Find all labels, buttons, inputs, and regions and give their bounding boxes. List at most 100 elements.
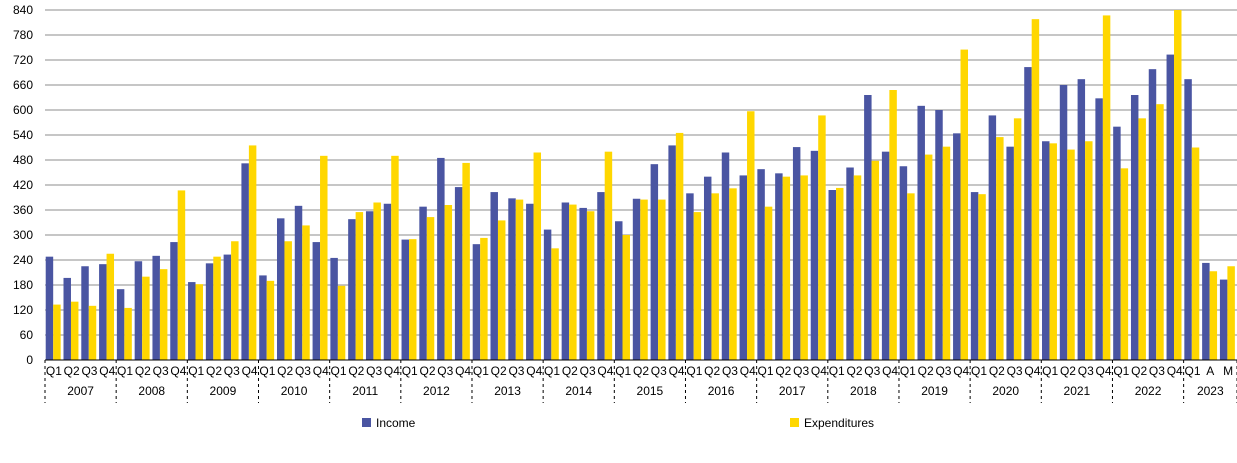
x-group-label: 2015 (637, 384, 664, 398)
bar-income-40 (757, 169, 765, 360)
x-group-label: 2018 (850, 384, 877, 398)
bar-expenditures-51 (960, 49, 968, 360)
x-category-label: Q2 (562, 364, 578, 378)
bar-expenditures-52 (978, 194, 986, 360)
x-category-label: Q2 (206, 364, 222, 378)
bar-income-44 (828, 190, 836, 360)
x-category-label: Q3 (437, 364, 453, 378)
bar-income-24 (472, 244, 481, 360)
bar-expenditures-20 (409, 239, 417, 360)
bar-expenditures-49 (924, 154, 933, 360)
bar-expenditures-10 (231, 241, 239, 360)
bar-income-50 (935, 110, 943, 360)
bar-income-27 (526, 203, 534, 360)
bar-income-43 (810, 150, 819, 360)
x-group-label: 2008 (138, 384, 165, 398)
bar-income-52 (970, 192, 979, 360)
bar-expenditures-27 (533, 152, 542, 360)
x-group-label: 2021 (1064, 384, 1091, 398)
bar-expenditures-63 (1174, 10, 1182, 360)
x-category-label: Q3 (81, 364, 97, 378)
bar-expenditures-8 (195, 284, 203, 360)
x-category-label: Q3 (935, 364, 951, 378)
bar-expenditures-32 (622, 235, 630, 360)
bar-income-6 (152, 255, 160, 360)
x-category-label: Q2 (419, 364, 435, 378)
x-group-label: 2014 (565, 384, 592, 398)
bar-expenditures-44 (835, 187, 844, 360)
bar-income-36 (686, 193, 694, 360)
x-category-label: Q2 (846, 364, 862, 378)
x-category-label: Q1 (46, 364, 62, 378)
bar-income-55 (1024, 67, 1032, 360)
bar-income-61 (1130, 95, 1139, 360)
bar-expenditures-0 (53, 304, 61, 360)
bar-expenditures-42 (800, 175, 808, 360)
bar-expenditures-43 (818, 115, 826, 361)
x-category-label: Q4 (384, 364, 400, 378)
bar-expenditures-65 (1209, 271, 1218, 360)
bar-income-30 (579, 207, 587, 360)
bar-income-12 (259, 275, 267, 360)
bar-expenditures-17 (355, 212, 364, 360)
bar-income-33 (632, 198, 641, 360)
bar-income-45 (846, 167, 854, 360)
x-category-label: Q1 (117, 364, 133, 378)
x-category-label: Q4 (99, 364, 115, 378)
bar-expenditures-9 (213, 256, 221, 360)
y-tick-label: 420 (13, 178, 33, 192)
bar-expenditures-62 (1156, 104, 1164, 361)
bar-income-3 (99, 264, 107, 360)
x-category-label: Q3 (651, 364, 667, 378)
bar-expenditures-2 (88, 305, 97, 360)
x-category-label: Q3 (508, 364, 524, 378)
x-group-label: 2023 (1197, 384, 1224, 398)
x-category-label: Q4 (1024, 364, 1040, 378)
bar-expenditures-7 (177, 190, 186, 360)
bar-expenditures-23 (462, 162, 470, 360)
bar-expenditures-64 (1191, 147, 1200, 360)
x-category-label: Q2 (135, 364, 151, 378)
bar-income-22 (437, 157, 445, 360)
x-category-label: Q3 (295, 364, 311, 378)
bar-income-13 (276, 218, 285, 360)
x-group-label: 2017 (779, 384, 806, 398)
x-category-label: Q1 (188, 364, 204, 378)
bar-income-18 (365, 211, 374, 360)
x-category-label: Q4 (242, 364, 258, 378)
x-category-label: Q2 (1131, 364, 1147, 378)
x-category-label: Q2 (1060, 364, 1076, 378)
bar-income-66 (1219, 279, 1228, 360)
legend-swatch-income (362, 418, 371, 427)
bar-expenditures-13 (284, 241, 292, 360)
x-category-label: Q3 (793, 364, 809, 378)
bar-expenditures-11 (248, 145, 257, 360)
bar-income-5 (134, 261, 143, 360)
bar-expenditures-58 (1085, 141, 1093, 360)
legend-swatch-expenditures (790, 418, 799, 427)
bar-income-35 (668, 145, 676, 360)
bar-expenditures-45 (853, 175, 862, 360)
bar-expenditures-50 (942, 146, 951, 360)
bar-income-39 (739, 175, 748, 360)
bar-expenditures-19 (391, 155, 399, 360)
bar-expenditures-59 (1102, 15, 1111, 361)
x-category-label: Q4 (811, 364, 827, 378)
y-tick-label: 60 (20, 328, 34, 342)
x-category-label: Q1 (971, 364, 987, 378)
bar-income-60 (1113, 126, 1121, 361)
bar-expenditures-41 (782, 176, 791, 360)
x-category-label: Q3 (864, 364, 880, 378)
bar-expenditures-55 (1031, 19, 1040, 361)
x-category-label: Q3 (1149, 364, 1165, 378)
x-category-label: Q2 (775, 364, 791, 378)
bar-expenditures-60 (1120, 168, 1129, 360)
bar-income-26 (508, 198, 516, 360)
bar-expenditures-36 (693, 212, 702, 360)
x-category-label: Q2 (633, 364, 649, 378)
bar-expenditures-56 (1049, 143, 1057, 360)
x-category-label: M (1223, 364, 1233, 378)
y-tick-label: 720 (13, 53, 33, 67)
bar-income-64 (1184, 79, 1192, 361)
x-category-label: Q2 (348, 364, 364, 378)
